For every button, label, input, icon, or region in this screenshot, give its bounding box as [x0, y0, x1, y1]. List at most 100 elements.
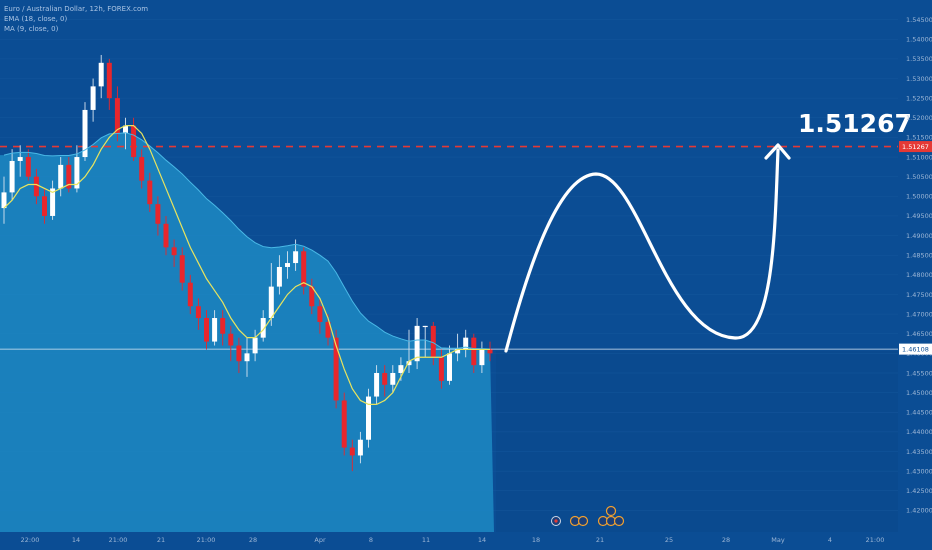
y-tick-label: 1.54500 — [906, 16, 932, 24]
candle-body — [147, 180, 153, 205]
y-tick-label: 1.50500 — [906, 173, 932, 181]
candle-bullish[interactable] — [422, 325, 428, 358]
candle-bearish[interactable] — [301, 247, 307, 295]
candle-bearish[interactable] — [471, 333, 477, 373]
candle-body — [220, 318, 226, 334]
arrowhead-icon — [764, 143, 791, 160]
candle-body — [382, 372, 388, 385]
candle-bullish[interactable] — [479, 341, 485, 373]
candle-bullish[interactable] — [374, 365, 380, 405]
candle-bullish[interactable] — [9, 149, 15, 201]
candle-bullish[interactable] — [123, 117, 128, 150]
candle-bullish[interactable] — [366, 388, 371, 448]
candle-body — [430, 325, 436, 358]
x-tick-label: 28 — [249, 536, 257, 544]
current-price-tag — [899, 343, 932, 355]
candle-bullish[interactable] — [357, 431, 363, 464]
candle-bullish[interactable] — [293, 239, 299, 271]
candle-bullish[interactable] — [414, 318, 420, 370]
candle-bearish[interactable] — [25, 149, 31, 181]
candle-bearish[interactable] — [179, 247, 185, 291]
candle-body — [17, 157, 23, 161]
candle-bearish[interactable] — [236, 337, 242, 373]
candle-body — [1, 192, 7, 209]
candle-bullish[interactable] — [244, 337, 250, 377]
candle-bullish[interactable] — [252, 329, 258, 362]
earnings-icon[interactable] — [605, 505, 617, 517]
candle-bearish[interactable] — [349, 439, 355, 472]
candle-bearish[interactable] — [382, 365, 388, 397]
candle-body — [228, 333, 234, 346]
x-tick-label: 28 — [722, 536, 730, 544]
candle-bullish[interactable] — [463, 329, 469, 358]
candle-bullish[interactable] — [455, 333, 461, 362]
ema-indicator-label[interactable]: EMA (18, close, 0) — [4, 15, 68, 23]
candle-bullish[interactable] — [1, 176, 7, 224]
y-tick-label: 1.49500 — [906, 212, 932, 220]
candle-bullish[interactable] — [212, 310, 218, 346]
target-price-tag — [899, 141, 932, 153]
candle-bearish[interactable] — [187, 274, 193, 315]
y-tick-label: 1.45500 — [906, 369, 932, 377]
candle-bullish[interactable] — [276, 255, 282, 295]
symbol-label[interactable]: Euro / Australian Dollar, 12h, FOREX.com — [4, 5, 149, 13]
candle-bearish[interactable] — [155, 196, 161, 236]
candle-bearish[interactable] — [333, 329, 339, 409]
candle-body — [438, 357, 444, 381]
candle-bullish[interactable] — [90, 78, 96, 122]
candle-body — [163, 223, 169, 248]
event-icons[interactable] — [551, 505, 625, 527]
candle-bearish[interactable] — [42, 188, 47, 224]
earnings-icon[interactable] — [577, 515, 589, 527]
candle-bearish[interactable] — [195, 298, 201, 330]
candle-bearish[interactable] — [341, 392, 347, 456]
candle-bullish[interactable] — [58, 157, 64, 197]
candle-bullish[interactable] — [260, 310, 266, 342]
candle-bearish[interactable] — [131, 117, 137, 161]
candle-bearish[interactable] — [147, 172, 153, 213]
candle-bearish[interactable] — [163, 215, 169, 256]
y-tick-label: 1.53000 — [906, 75, 932, 83]
candle-bullish[interactable] — [98, 54, 104, 99]
candle-bullish[interactable] — [50, 180, 56, 220]
candle-bearish[interactable] — [487, 341, 493, 362]
candle-body — [42, 196, 47, 216]
candle-bullish[interactable] — [17, 145, 23, 177]
candle-bearish[interactable] — [66, 157, 72, 193]
y-tick-label: 1.42000 — [906, 507, 932, 515]
candle-body — [285, 263, 290, 267]
candle-bearish[interactable] — [33, 168, 39, 205]
y-tick-label: 1.52500 — [906, 94, 932, 102]
candle-body — [212, 318, 218, 342]
candle-bearish[interactable] — [139, 149, 145, 189]
candle-body — [252, 337, 258, 354]
candle-bearish[interactable] — [220, 310, 226, 346]
candle-bearish[interactable] — [430, 321, 436, 366]
x-tick-label: 21:00 — [197, 536, 216, 544]
candle-bearish[interactable] — [309, 278, 315, 315]
candle-bearish[interactable] — [204, 310, 209, 350]
candle-body — [487, 349, 493, 354]
y-tick-label: 1.45000 — [906, 389, 932, 397]
candle-bearish[interactable] — [438, 349, 444, 389]
candle-bearish[interactable] — [317, 298, 323, 334]
y-tick-label: 1.53500 — [906, 55, 932, 63]
earnings-icon[interactable] — [613, 515, 625, 527]
candle-bullish[interactable] — [390, 365, 396, 393]
candle-bullish[interactable] — [447, 345, 452, 385]
candle-bullish[interactable] — [285, 251, 290, 279]
candle-bullish[interactable] — [406, 329, 412, 373]
candle-body — [309, 286, 315, 307]
candle-bearish[interactable] — [106, 58, 112, 110]
candle-body — [90, 86, 96, 110]
candle-bearish[interactable] — [114, 86, 120, 142]
x-tick-label: Apr — [314, 536, 326, 544]
ma-indicator-label[interactable]: MA (9, close, 0) — [4, 25, 59, 33]
candle-bullish[interactable] — [82, 102, 88, 161]
candle-bearish[interactable] — [171, 239, 177, 267]
candle-bearish[interactable] — [228, 325, 234, 362]
candle-bullish[interactable] — [268, 263, 274, 326]
y-tick-label: 1.48000 — [906, 271, 932, 279]
x-tick-label: 8 — [369, 536, 373, 544]
